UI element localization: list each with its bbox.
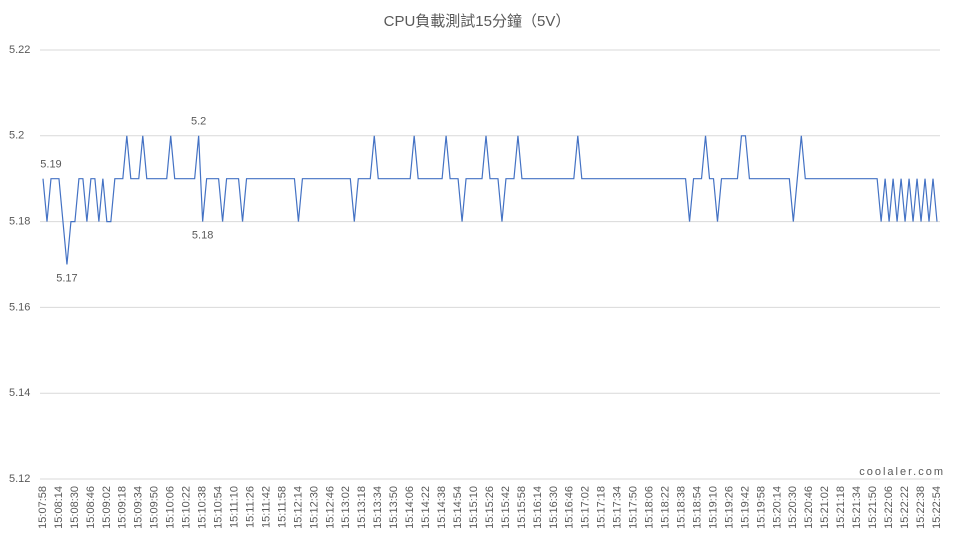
x-tick-label: 15:09:50: [149, 486, 161, 529]
x-tick-label: 15:08:30: [69, 486, 81, 529]
x-tick-label: 15:09:34: [133, 486, 145, 529]
x-tick-label: 15:18:22: [660, 486, 672, 529]
x-tick-label: 15:20:30: [787, 486, 799, 529]
data-label: 5.18: [192, 230, 213, 242]
x-tick-label: 15:14:06: [404, 486, 416, 529]
x-tick-label: 15:08:14: [53, 486, 65, 529]
x-tick-label: 15:13:02: [340, 486, 352, 529]
x-tick-label: 15:16:14: [532, 486, 544, 529]
y-tick-label: 5.2: [9, 130, 24, 142]
x-tick-label: 15:14:38: [436, 486, 448, 529]
x-tick-label: 15:12:14: [292, 486, 304, 529]
x-tick-label: 15:11:26: [244, 486, 256, 528]
x-tick-label: 15:19:58: [755, 486, 767, 529]
x-tick-label: 15:11:58: [276, 486, 288, 528]
data-line: [42, 135, 938, 265]
x-tick-label: 15:13:34: [372, 486, 384, 529]
x-tick-label: 15:16:46: [564, 486, 576, 529]
y-tick-label: 5.18: [9, 216, 30, 228]
x-tick-label: 15:18:54: [691, 486, 703, 529]
x-tick-label: 15:15:58: [516, 486, 528, 529]
x-tick-label: 15:13:18: [356, 486, 368, 529]
x-tick-label: 15:19:42: [739, 486, 751, 529]
x-tick-label: 15:21:34: [851, 486, 863, 529]
x-tick-label: 15:19:10: [707, 486, 719, 529]
x-tick-label: 15:17:02: [580, 486, 592, 529]
x-tick-label: 15:21:02: [819, 486, 831, 529]
x-tick-label: 15:16:30: [548, 486, 560, 529]
x-tick-label: 15:10:38: [197, 486, 209, 529]
x-tick-label: 15:10:06: [165, 486, 177, 529]
x-tick-label: 15:07:58: [37, 486, 49, 529]
x-tick-label: 15:17:18: [596, 486, 608, 529]
y-tick-label: 5.16: [9, 301, 30, 313]
watermark: coolaler.com: [859, 466, 945, 478]
x-tick-label: 15:15:26: [484, 486, 496, 529]
y-tick-label: 5.22: [9, 44, 30, 56]
x-tick-label: 15:10:22: [181, 486, 193, 529]
x-tick-label: 15:20:46: [803, 486, 815, 529]
data-label: 5.19: [40, 159, 61, 171]
x-tick-label: 15:18:06: [644, 486, 656, 529]
x-tick-label: 15:12:30: [308, 486, 320, 529]
x-tick-label: 15:17:34: [612, 486, 624, 529]
x-tick-label: 15:13:50: [388, 486, 400, 529]
x-tick-label: 15:11:10: [228, 486, 240, 528]
x-tick-label: 15:14:22: [420, 486, 432, 529]
x-tick-label: 15:22:06: [883, 486, 895, 529]
x-tick-label: 15:11:42: [260, 486, 272, 528]
y-tick-label: 5.12: [9, 473, 30, 485]
x-tick-label: 15:22:54: [931, 486, 943, 529]
data-label: 5.2: [191, 116, 206, 128]
x-tick-label: 15:21:18: [835, 486, 847, 529]
chart-title: CPU負載測試15分鐘（5V）: [384, 13, 571, 30]
data-label: 5.17: [56, 272, 77, 284]
x-tick-label: 15:08:46: [85, 486, 97, 529]
x-tick-label: 15:15:42: [500, 486, 512, 529]
x-tick-label: 15:14:54: [452, 486, 464, 529]
x-tick-label: 15:15:10: [468, 486, 480, 529]
x-tick-label: 15:10:54: [213, 486, 225, 529]
x-tick-label: 15:21:50: [867, 486, 879, 529]
x-tick-label: 15:09:02: [101, 486, 113, 529]
x-tick-label: 15:22:38: [915, 486, 927, 529]
x-tick-label: 15:17:50: [628, 486, 640, 529]
x-tick-label: 15:18:38: [675, 486, 687, 529]
x-tick-label: 15:12:46: [324, 486, 336, 529]
y-tick-label: 5.14: [9, 387, 30, 399]
x-tick-label: 15:20:14: [771, 486, 783, 529]
x-tick-label: 15:22:22: [899, 486, 911, 529]
x-tick-label: 15:19:26: [723, 486, 735, 529]
x-tick-label: 15:09:18: [117, 486, 129, 529]
